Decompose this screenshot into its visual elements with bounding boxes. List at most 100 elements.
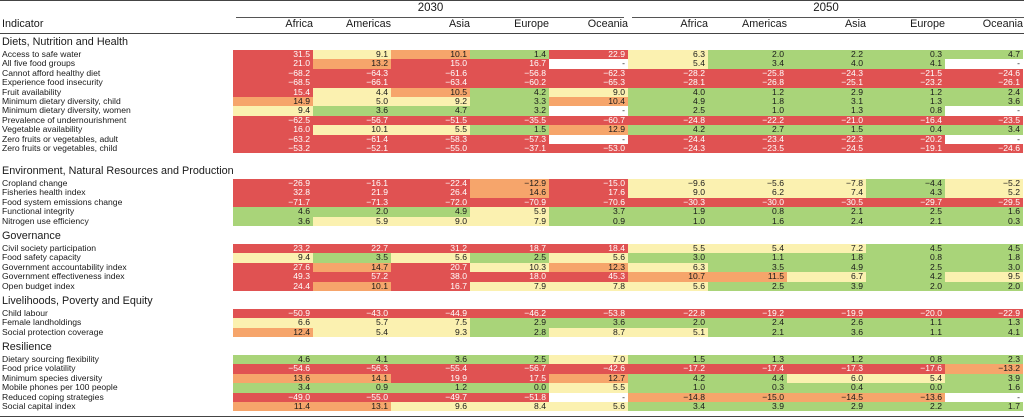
value-cell: −19.9	[787, 308, 866, 319]
value-cell: 1.2	[708, 87, 787, 97]
value-cell: 2.4	[787, 216, 866, 226]
indicator-label: Functional integrity	[2, 206, 75, 217]
indicator-label: Child labour	[2, 308, 48, 318]
value-cell: 18.0	[470, 271, 549, 282]
value-cell: −61.4	[313, 134, 391, 144]
indicator-label: Cropland change	[2, 178, 68, 188]
value-cell: −53.2	[233, 143, 313, 154]
value-cell: 0.9	[313, 382, 391, 393]
value-cell: 18.7	[470, 243, 549, 254]
col-header-2050-africa: Africa	[680, 18, 708, 30]
section-title-livelihoods-poverty-and-equity: Livelihoods, Poverty and Equity	[2, 295, 153, 307]
value-cell: −51.5	[391, 115, 470, 126]
value-cell: -	[549, 58, 628, 69]
value-cell: 9.2	[391, 96, 470, 107]
table-row: Female landholdings 6.6 5.7 7.5 2.9 3.6 2.0 2.4…	[0, 317, 1024, 328]
value-cell: −60.7	[549, 115, 628, 126]
value-cell: 1.5	[787, 124, 866, 135]
value-cell: 12.7	[549, 373, 628, 384]
value-cell: 1.2	[391, 382, 470, 393]
indicator-label: Government effectiveness index	[2, 271, 125, 282]
value-cell: 9.4	[233, 105, 313, 116]
section-title-environment-natural-resources-and-production: Environment, Natural Resources and Produ…	[2, 165, 234, 177]
value-cell: −9.6	[628, 178, 708, 189]
value-cell: 3.6	[391, 354, 470, 365]
col-header-2030-europe: Europe	[514, 18, 549, 30]
value-cell: 10.1	[391, 49, 470, 60]
value-cell: −26.1	[945, 77, 1023, 88]
value-cell: 3.6	[787, 327, 866, 338]
value-cell: −28.1	[628, 77, 708, 88]
col-header-2030-africa: Africa	[285, 18, 313, 30]
table-row: Experience food insecurity −68.5 −66.1 −63.…	[0, 77, 1024, 88]
table-row: Food system emissions change −71.7 −71.3 −7…	[0, 197, 1024, 208]
value-cell: 38.0	[391, 271, 470, 282]
value-cell: 0.3	[866, 49, 945, 60]
value-cell: 7.8	[549, 281, 628, 291]
value-cell: 4.9	[391, 206, 470, 217]
table-row: Government effectiveness index 49.3 57.2 38…	[0, 271, 1024, 282]
value-cell: 2.0	[313, 206, 391, 217]
year-rule-2050	[632, 16, 1024, 18]
value-cell: 0.9	[549, 216, 628, 226]
value-cell: 0.4	[866, 124, 945, 135]
value-cell: 18.4	[549, 243, 628, 254]
value-cell: −14.8	[628, 392, 708, 402]
value-cell: −46.2	[470, 308, 549, 319]
year-header-2050: 2050	[813, 2, 839, 14]
value-cell: 31.2	[391, 243, 470, 254]
value-cell: 21.9	[313, 187, 391, 198]
table-bottom-rule	[0, 416, 1024, 417]
indicator-label: Vegetable availability	[2, 124, 83, 135]
value-cell: 2.9	[787, 401, 866, 412]
value-cell: 4.6	[233, 206, 313, 217]
value-cell: −68.2	[233, 68, 313, 79]
value-cell: -	[549, 105, 628, 116]
value-cell: 5.5	[628, 243, 708, 254]
value-cell: 1.6	[945, 206, 1023, 217]
value-cell: 1.5	[628, 354, 708, 365]
value-cell: 6.6	[233, 317, 313, 328]
value-cell: 5.6	[391, 252, 470, 263]
value-cell: 1.0	[708, 105, 787, 116]
table-row: Functional integrity 4.6 2.0 4.9 5.9 3.7 1.9 0.…	[0, 206, 1024, 217]
table-row: Vegetable availability 16.0 10.1 5.5 1.5 12.9…	[0, 124, 1024, 135]
col-header-2030-asia: Asia	[448, 18, 470, 30]
table-row: Child labour −50.9 −43.0 −44.9 −46.2 −53.8 −22…	[0, 308, 1024, 319]
value-cell: −23.5	[708, 143, 787, 154]
value-cell: 3.6	[549, 317, 628, 328]
section-title-resilience: Resilience	[2, 341, 52, 353]
value-cell: 10.7	[628, 271, 708, 282]
value-cell: 5.4	[628, 58, 708, 69]
value-cell: 4.7	[391, 105, 470, 116]
value-cell: 7.4	[787, 187, 866, 198]
value-cell: 3.4	[628, 401, 708, 412]
value-cell: 22.7	[313, 243, 391, 254]
value-cell: −19.1	[866, 143, 945, 154]
indicator-label: Zero fruits or vegetables, child	[2, 143, 118, 153]
value-cell: 4.4	[313, 87, 391, 97]
value-cell: −64.3	[313, 68, 391, 79]
value-cell: −42.6	[549, 363, 628, 374]
value-cell: −17.2	[628, 363, 708, 374]
value-cell: 4.2	[628, 373, 708, 384]
value-cell: 3.4	[945, 124, 1023, 135]
value-cell: 5.9	[313, 216, 391, 226]
indicator-label: Government accountability index	[2, 261, 127, 272]
value-cell: 5.9	[470, 206, 549, 217]
value-cell: −5.2	[945, 178, 1023, 189]
value-cell: 4.0	[787, 58, 866, 69]
value-cell: −60.2	[470, 77, 549, 88]
value-cell: 4.9	[787, 262, 866, 273]
value-cell: −22.2	[708, 115, 787, 126]
value-cell: -	[945, 105, 1023, 116]
value-cell: −23.5	[945, 115, 1023, 126]
value-cell: −21.0	[787, 115, 866, 126]
table-row: Zero fruits or vegetables, child −53.2 −52…	[0, 143, 1024, 154]
value-cell: 14.6	[470, 187, 549, 198]
value-cell: −63.4	[391, 77, 470, 88]
value-cell: 2.1	[866, 216, 945, 226]
col-header-2050-oceania: Oceania	[982, 18, 1023, 30]
value-cell: 2.9	[787, 87, 866, 97]
value-cell: −17.3	[787, 363, 866, 374]
